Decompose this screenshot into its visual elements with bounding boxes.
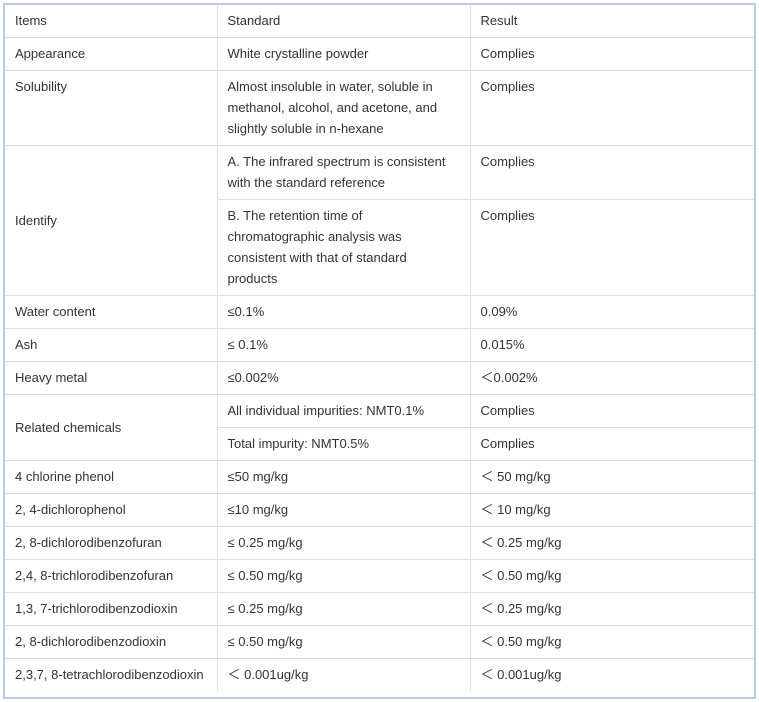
standard-cell: Almost insoluble in water, soluble in me… [216,70,471,146]
standard-cell: A. The infrared spectrum is consistent w… [216,145,471,200]
standard-cell: ≤ 0.25 mg/kg [216,526,471,560]
table-row: Appearance White crystalline powder Comp… [5,37,754,71]
standard-cell: Total impurity: NMT0.5% [217,427,471,461]
table-row: Heavy metal ≤0.002% ＜0.002% [5,361,754,395]
header-items: Items [5,5,218,38]
table-row: 2, 8-dichlorodibenzofuran ≤ 0.25 mg/kg ＜… [5,526,754,560]
standard-cell: ＜ 0.001ug/kg [216,658,471,691]
standard-cell: ≤ 0.1% [216,328,471,362]
standard-cell: ≤10 mg/kg [216,493,471,527]
result-cell: ＜ 0.50 mg/kg [469,559,754,593]
result-cell: Complies [469,199,754,296]
table-row: Water content ≤0.1% 0.09% [5,295,754,329]
standard-cell: B. The retention time of chromatographic… [217,199,471,296]
item-cell: Appearance [5,37,218,71]
item-cell: 2,4, 8-trichlorodibenzofuran [5,559,218,593]
item-cell: 2, 4-dichlorophenol [5,493,218,527]
result-cell: ＜ 0.25 mg/kg [469,526,754,560]
standard-cell: ≤ 0.50 mg/kg [216,559,471,593]
result-cell: Complies [469,145,754,200]
result-cell: ＜ 0.001ug/kg [469,658,754,691]
result-cell: ＜0.002% [469,361,754,395]
result-cell: ＜ 0.25 mg/kg [469,592,754,626]
standard-cell: ≤ 0.50 mg/kg [216,625,471,659]
header-result: Result [469,5,754,38]
item-cell: 2, 8-dichlorodibenzofuran [5,526,218,560]
item-cell: Water content [5,295,218,329]
result-cell: ＜ 10 mg/kg [469,493,754,527]
item-cell: Identify [5,145,218,296]
table-row: Identify A. The infrared spectrum is con… [5,145,754,296]
result-cell: Complies [469,427,754,461]
item-cell: Solubility [5,70,218,146]
standard-cell: All individual impurities: NMT0.1% [216,394,471,428]
result-cell: ＜ 0.50 mg/kg [469,625,754,659]
standard-cell: ≤0.1% [216,295,471,329]
table-row: Ash ≤ 0.1% 0.015% [5,328,754,362]
table-row: 2, 8-dichlorodibenzodioxin ≤ 0.50 mg/kg … [5,625,754,659]
result-cell: 0.015% [469,328,754,362]
item-cell: 1,3, 7-trichlorodibenzodioxin [5,592,218,626]
table-row: Related chemicals All individual impurit… [5,394,754,461]
specification-table: Items Standard Result Appearance White c… [5,5,754,691]
item-cell: 2,3,7, 8-tetrachlorodibenzodioxin [5,658,218,691]
item-cell: Heavy metal [5,361,218,395]
item-cell: Ash [5,328,218,362]
result-cell: Complies [469,37,754,71]
table-header-row: Items Standard Result [5,5,754,38]
header-standard: Standard [216,5,471,38]
standard-cell: ≤0.002% [216,361,471,395]
table-row: 2,3,7, 8-tetrachlorodibenzodioxin ＜ 0.00… [5,658,754,691]
table-row: 4 chlorine phenol ≤50 mg/kg ＜ 50 mg/kg [5,460,754,494]
spec-table-frame: Items Standard Result Appearance White c… [3,3,756,699]
result-cell: Complies [469,394,754,428]
item-cell: 2, 8-dichlorodibenzodioxin [5,625,218,659]
standard-cell: White crystalline powder [216,37,471,71]
item-cell: Related chemicals [5,394,218,461]
standard-cell: ≤ 0.25 mg/kg [216,592,471,626]
table-row: 2, 4-dichlorophenol ≤10 mg/kg ＜ 10 mg/kg [5,493,754,527]
result-cell: 0.09% [469,295,754,329]
result-cell: ＜ 50 mg/kg [469,460,754,494]
table-row: 2,4, 8-trichlorodibenzofuran ≤ 0.50 mg/k… [5,559,754,593]
standard-cell: ≤50 mg/kg [216,460,471,494]
table-row: Solubility Almost insoluble in water, so… [5,70,754,146]
result-cell: Complies [469,70,754,146]
table-row: Total impurity: NMT0.5% Complies [5,427,754,461]
table-row: 1,3, 7-trichlorodibenzodioxin ≤ 0.25 mg/… [5,592,754,626]
item-cell: 4 chlorine phenol [5,460,218,494]
